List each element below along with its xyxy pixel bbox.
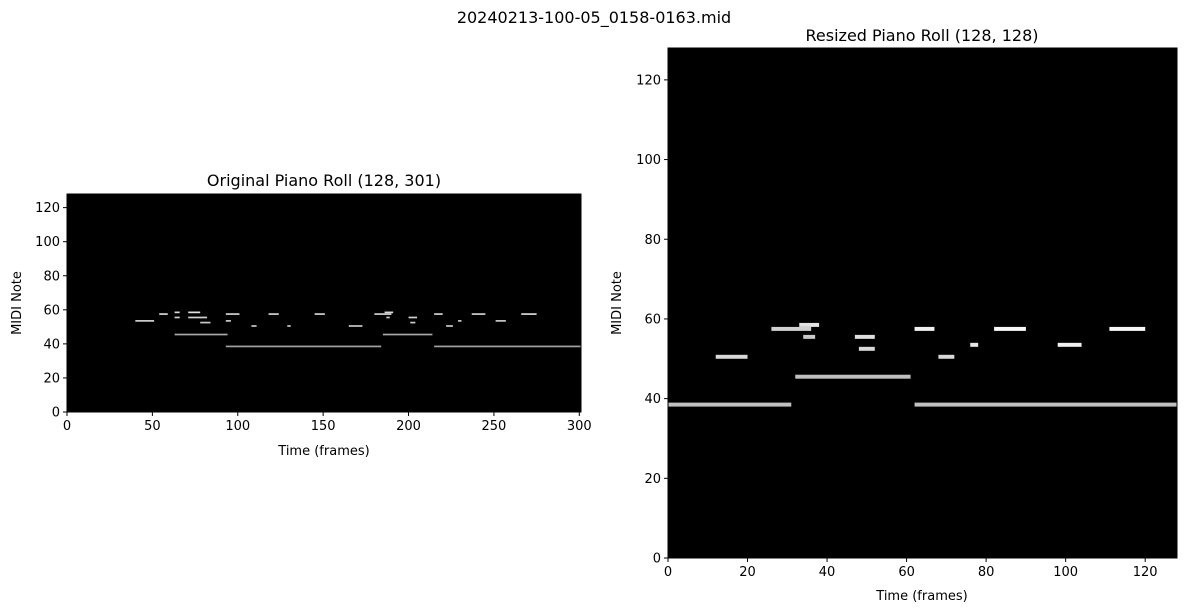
note-bar xyxy=(715,354,748,359)
note-bar xyxy=(159,313,168,315)
note-bar xyxy=(408,316,418,319)
y-tick-label: 40 xyxy=(43,337,60,352)
x-tick-label: 80 xyxy=(978,565,995,580)
note-bar xyxy=(225,345,382,348)
x-tick-label: 60 xyxy=(898,565,915,580)
note-bar xyxy=(374,313,392,315)
x-axis-label-resized: Time (frames) xyxy=(875,589,967,604)
x-axis-label-original: Time (frames) xyxy=(277,444,369,459)
note-bar xyxy=(251,325,257,327)
note-bar xyxy=(970,342,979,347)
note-bar xyxy=(434,313,443,315)
note-bar xyxy=(386,316,390,319)
note-bar xyxy=(914,326,935,331)
note-bar xyxy=(799,322,820,327)
note-bar xyxy=(471,313,486,315)
note-bar xyxy=(174,311,180,314)
y-tick-label: 0 xyxy=(52,406,60,421)
chart-title-original: Original Piano Roll (128, 301) xyxy=(207,171,441,190)
note-bar xyxy=(521,313,537,315)
y-tick-label: 120 xyxy=(636,73,661,88)
figure-suptitle: 20240213-100-05_0158-0163.mid xyxy=(457,8,731,28)
note-bar xyxy=(434,345,581,348)
chart-resized: Resized Piano Roll (128, 128) 0 20 40 60 80 1… xyxy=(610,26,1178,604)
note-bar xyxy=(858,346,875,351)
x-tick-label: 50 xyxy=(144,419,161,434)
x-tick-label: 40 xyxy=(819,565,836,580)
y-tick-label: 80 xyxy=(644,233,661,248)
note-bar xyxy=(803,334,816,339)
note-bar xyxy=(384,311,394,314)
x-tick-label: 0 xyxy=(664,565,672,580)
y-axis-label-original: MIDI Note xyxy=(10,271,25,335)
plot-area-original xyxy=(67,194,581,412)
note-bar xyxy=(446,325,453,327)
x-tick-label: 120 xyxy=(1133,565,1158,580)
y-tick-label: 100 xyxy=(636,153,661,168)
x-tick-label: 200 xyxy=(396,419,421,434)
note-bar xyxy=(771,326,812,331)
chart-title-resized: Resized Piano Roll (128, 128) xyxy=(806,26,1039,45)
y-axis-label-resized: MIDI Note xyxy=(610,271,625,335)
note-bar xyxy=(287,325,291,327)
note-bar xyxy=(348,325,363,327)
x-tick-label: 250 xyxy=(481,419,506,434)
notes-resized xyxy=(668,322,1177,407)
axes-frame xyxy=(66,193,582,413)
note-bar xyxy=(174,316,180,319)
chart-original: Original Piano Roll (128, 301) 0 50 100 150… xyxy=(10,171,592,459)
y-tick-label: 20 xyxy=(644,472,661,487)
note-bar xyxy=(994,326,1026,331)
y-tick-label: 100 xyxy=(35,235,60,250)
note-bar xyxy=(914,402,1177,407)
note-bar xyxy=(382,333,433,336)
x-tick-label: 100 xyxy=(1053,565,1078,580)
note-bar xyxy=(188,316,208,319)
note-bar xyxy=(174,333,228,336)
x-tick-label: 0 xyxy=(63,419,71,434)
notes-original xyxy=(135,311,581,348)
note-bar xyxy=(854,334,875,339)
note-bar xyxy=(225,320,231,322)
y-tick-label: 60 xyxy=(43,303,60,318)
y-tick-label: 40 xyxy=(644,392,661,407)
x-tick-label: 20 xyxy=(739,565,756,580)
note-bar xyxy=(410,321,416,324)
y-tick-label: 20 xyxy=(43,371,60,386)
note-bar xyxy=(268,313,279,315)
note-bar xyxy=(135,320,155,322)
note-bar xyxy=(200,321,211,324)
note-bar xyxy=(314,313,325,315)
plot-area-resized xyxy=(668,48,1177,558)
x-tick-label: 150 xyxy=(311,419,336,434)
x-tick-label: 300 xyxy=(567,419,592,434)
ticks-resized: 0 20 40 60 80 100 120 0 20 40 60 80 100 120 xyxy=(636,47,1178,580)
note-bar xyxy=(495,320,506,322)
note-bar xyxy=(1057,342,1082,347)
y-tick-label: 0 xyxy=(653,552,661,567)
note-bar xyxy=(668,402,792,407)
note-bar xyxy=(188,311,201,314)
y-tick-label: 120 xyxy=(35,201,60,216)
y-tick-label: 80 xyxy=(43,269,60,284)
x-tick-label: 100 xyxy=(225,419,250,434)
note-bar xyxy=(938,354,955,359)
note-bar xyxy=(458,320,462,322)
axes-frame xyxy=(667,47,1178,559)
ticks-original: 0 50 100 150 200 250 300 0 20 40 60 80 100 120 xyxy=(35,193,592,434)
y-tick-label: 60 xyxy=(644,312,661,327)
note-bar xyxy=(225,313,240,315)
note-bar xyxy=(795,374,911,379)
note-bar xyxy=(1109,326,1146,331)
